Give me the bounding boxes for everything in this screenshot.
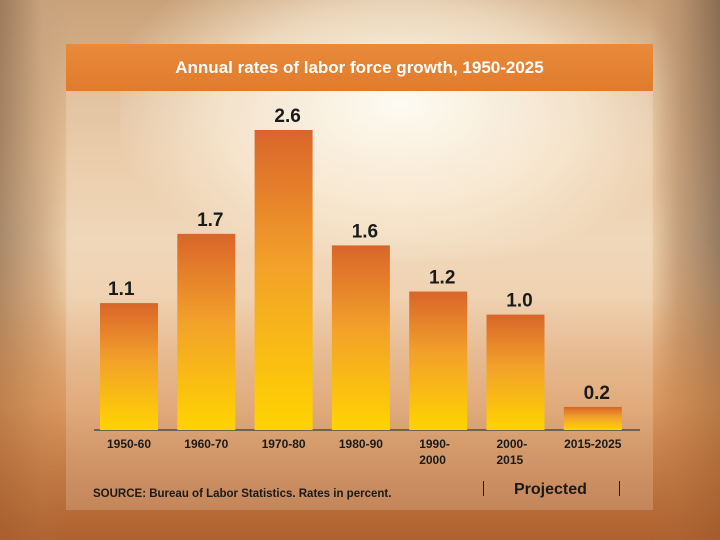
bar-2: [254, 130, 313, 430]
bar-3: [331, 245, 390, 430]
projected-bracket-left: [483, 481, 484, 496]
value-label-3: 1.6: [352, 221, 378, 242]
value-label-6: 0.2: [584, 383, 610, 404]
tick-label-4-1: 2000: [419, 453, 446, 467]
tick-label-4-0: 1990-: [419, 437, 450, 451]
source-note: SOURCE: Bureau of Labor Statistics. Rate…: [93, 488, 392, 500]
value-label-4: 1.2: [429, 268, 455, 289]
value-label-0: 1.1: [108, 279, 135, 300]
bar-1: [177, 233, 236, 430]
tick-label-5-1: 2015: [497, 453, 524, 467]
tick-label-2: 1970-80: [262, 437, 306, 451]
bar-6: [563, 406, 622, 430]
bar-0: [100, 303, 158, 430]
tick-label-1: 1960-70: [184, 437, 228, 451]
bar-4: [409, 291, 468, 430]
title-banner: [66, 44, 653, 91]
tick-label-6: 2015-2025: [564, 437, 622, 451]
bar-5: [486, 314, 545, 430]
value-label-5: 1.0: [506, 291, 532, 312]
value-label-1: 1.7: [197, 210, 223, 231]
tick-label-5-0: 2000-: [497, 437, 528, 451]
projected-label: Projected: [514, 481, 587, 498]
tick-label-3: 1980-90: [339, 437, 383, 451]
projected-bracket-right: [619, 481, 620, 496]
chart-title: Annual rates of labor force growth, 1950…: [175, 58, 544, 77]
tick-label-0: 1950-60: [107, 437, 151, 451]
value-label-2: 2.6: [274, 106, 300, 127]
window-glow: [120, 0, 680, 260]
